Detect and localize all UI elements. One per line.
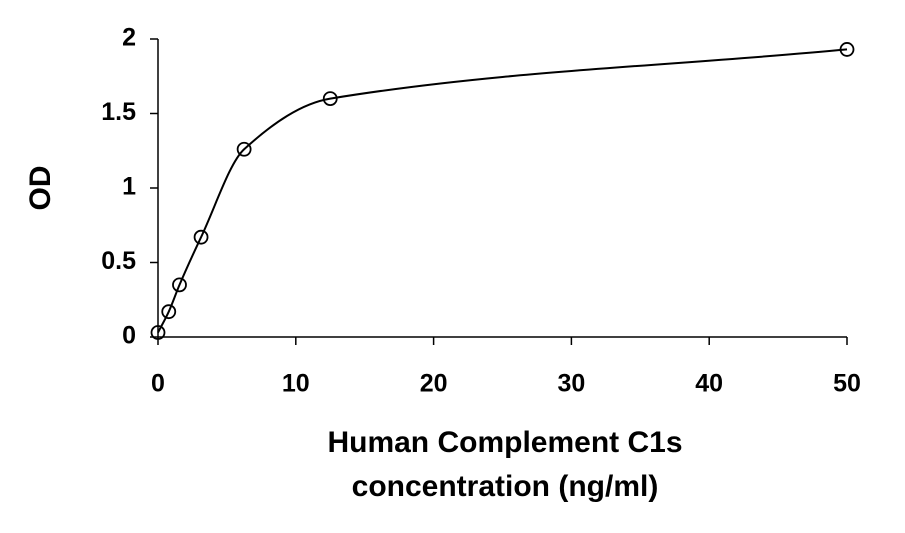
data-point <box>193 229 209 245</box>
y-tick-label: 1 <box>122 173 136 201</box>
y-tick-label: 0 <box>122 322 136 350</box>
x-tick-label: 0 <box>151 370 165 398</box>
x-axis-label: concentration (ng/ml) <box>352 470 659 503</box>
x-tick-label: 40 <box>695 370 723 398</box>
data-point <box>161 304 177 320</box>
y-axis-label: OD <box>24 166 57 211</box>
x-tick-label: 30 <box>557 370 585 398</box>
data-point <box>322 91 338 106</box>
data-point <box>839 42 855 57</box>
data-point <box>150 325 166 340</box>
y-tick-label: 2 <box>122 24 136 52</box>
y-tick-label: 0.5 <box>101 247 136 275</box>
fit-curve <box>157 48 848 333</box>
x-tick-label: 50 <box>833 370 861 398</box>
data-point <box>172 277 187 293</box>
x-axis-label: Human Complement C1s <box>327 426 682 459</box>
data-point <box>236 141 252 157</box>
x-tick-label: 20 <box>420 370 448 398</box>
x-tick-label: 10 <box>282 370 310 398</box>
y-tick-label: 1.5 <box>101 98 136 126</box>
